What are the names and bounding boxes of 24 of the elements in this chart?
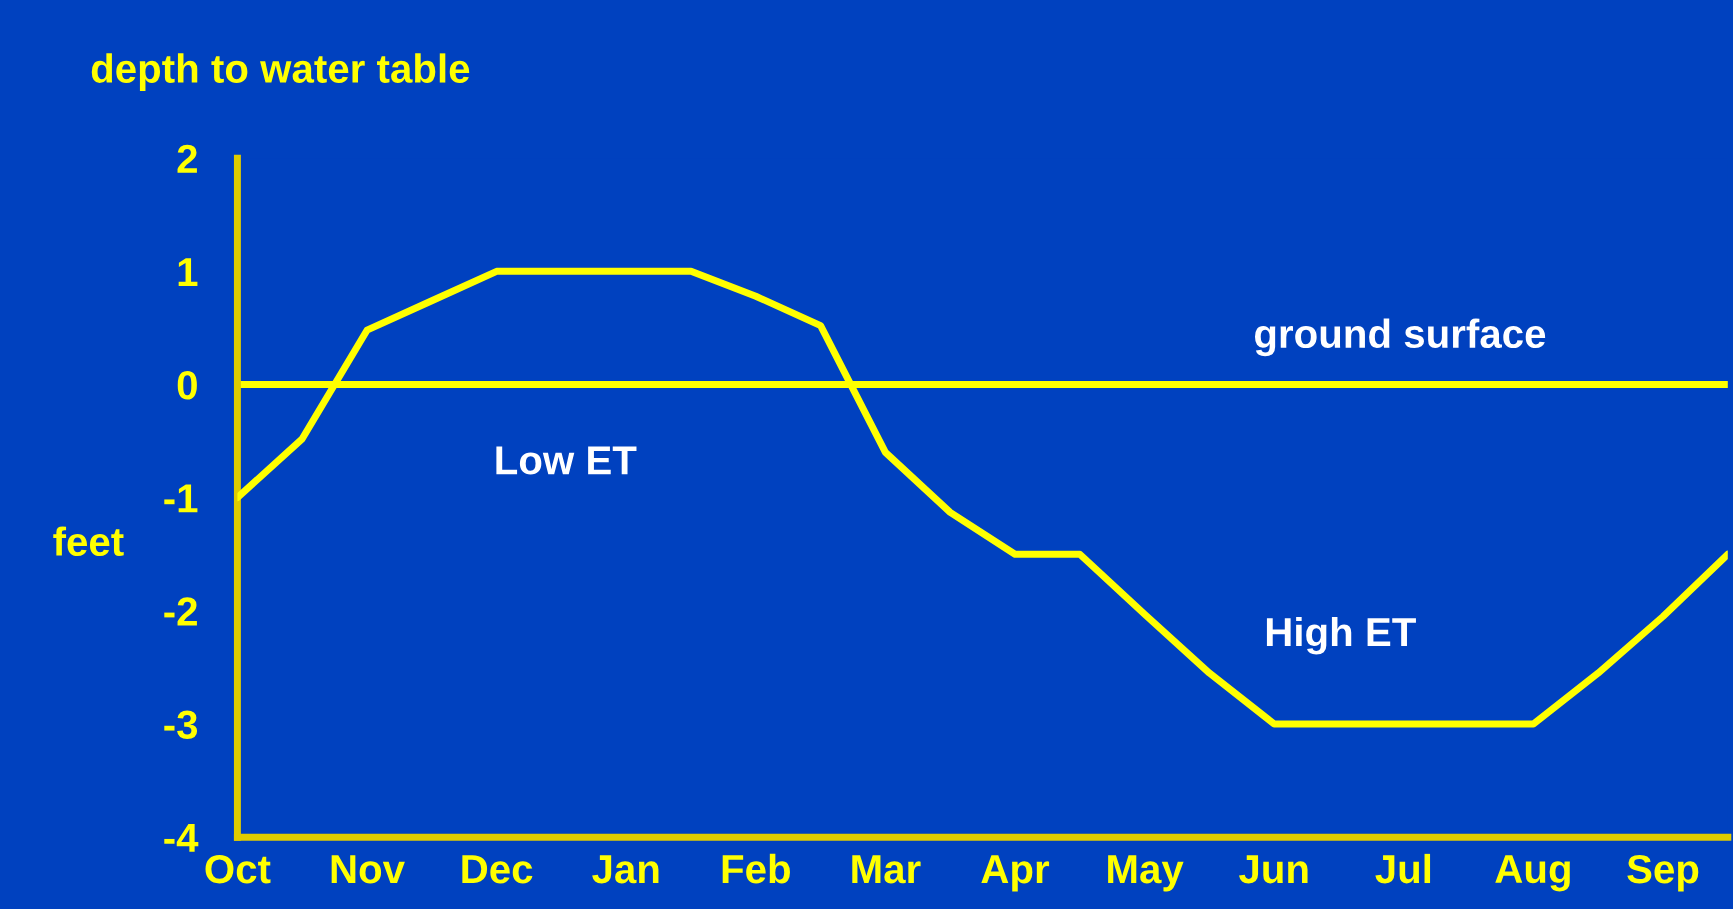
y-tick-label: -4 <box>164 824 199 852</box>
x-tick-label: Apr <box>981 855 1050 892</box>
x-tick-label: May <box>1108 855 1184 892</box>
x-tick-label: Aug <box>1495 855 1570 892</box>
y-tick-label: -3 <box>164 710 198 740</box>
x-tick-label: Oct <box>205 854 271 884</box>
x-tick-label: Nov <box>331 855 405 884</box>
y-tick-label: -1 <box>164 484 198 513</box>
x-tick-label: Jun <box>1239 855 1308 884</box>
annotation: High ET <box>1266 616 1416 655</box>
annotation: Low ET <box>496 446 637 475</box>
x-tick-label: Jan <box>592 855 659 884</box>
chart-title: depth to water table <box>91 53 470 91</box>
x-tick-label: Jul <box>1375 853 1431 884</box>
y-axis-title: feet <box>53 526 124 557</box>
y-tick-label: 0 <box>177 370 197 400</box>
ref-line-label: ground surface <box>1255 318 1546 357</box>
x-tick-label: Dec <box>462 855 533 884</box>
x-tick-label: Feb <box>722 853 790 884</box>
x-tick-label: Mar <box>852 855 921 884</box>
y-tick-label: -2 <box>164 597 197 626</box>
y-tick-label: 2 <box>177 144 197 173</box>
x-tick-label: Sep <box>1627 854 1699 892</box>
y-tick-label: 1 <box>178 258 198 286</box>
